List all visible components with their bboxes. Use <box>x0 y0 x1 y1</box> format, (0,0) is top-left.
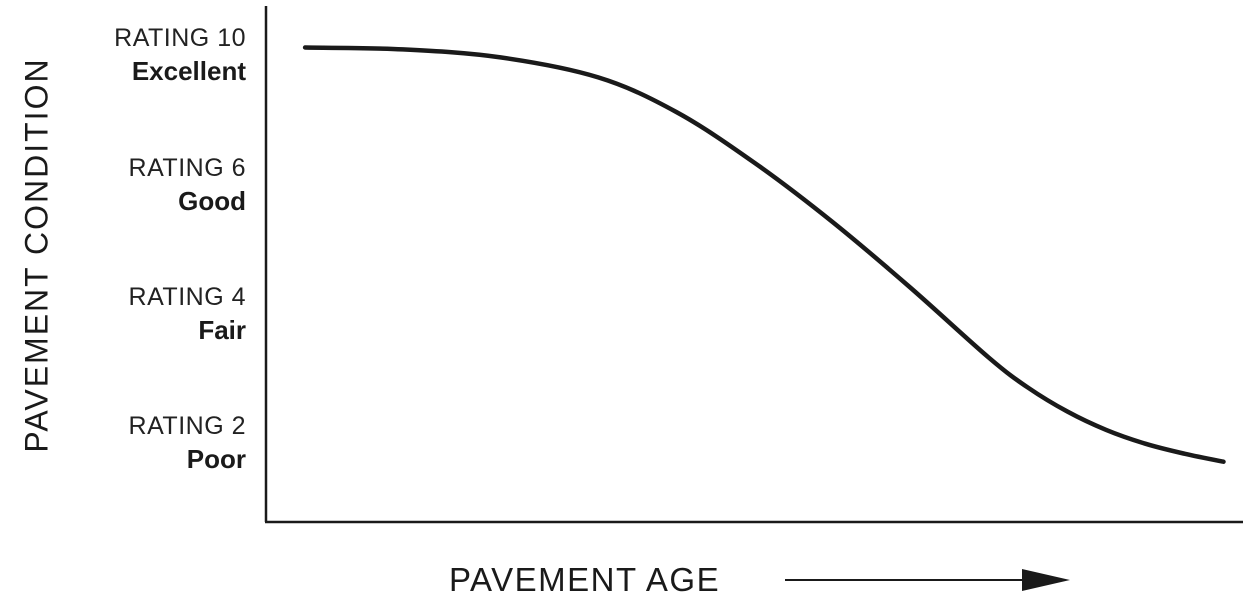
y-axis-label: PAVEMENT CONDITION <box>18 57 55 453</box>
y-tick-rating-text: RATING 6 <box>128 154 246 182</box>
y-tick-label-rating-2: RATING 2 Poor <box>128 412 246 474</box>
y-tick-rating-text: RATING 4 <box>128 283 246 311</box>
y-tick-label-rating-4: RATING 4 Fair <box>128 283 246 345</box>
y-tick-condition-text: Poor <box>186 444 246 474</box>
x-axis-label: PAVEMENT AGE <box>449 561 721 598</box>
y-tick-condition-text: Excellent <box>131 56 246 86</box>
y-tick-label-rating-10: RATING 10 Excellent <box>114 24 246 86</box>
y-tick-rating-text: RATING 10 <box>114 24 246 52</box>
y-tick-rating-text: RATING 2 <box>128 412 246 440</box>
y-tick-condition-text: Fair <box>198 315 246 345</box>
y-tick-condition-text: Good <box>178 186 246 216</box>
x-axis-arrow-head-icon <box>1022 569 1070 591</box>
y-tick-label-rating-6: RATING 6 Good <box>128 154 246 216</box>
series-line-pavement-condition <box>302 45 1226 464</box>
